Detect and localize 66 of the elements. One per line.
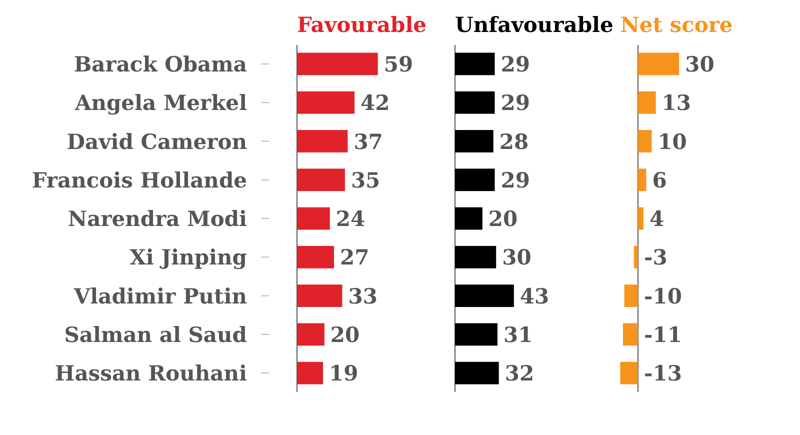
data-label: -13	[644, 360, 682, 386]
bar	[297, 207, 330, 230]
bar	[638, 168, 646, 192]
data-label: 35	[350, 167, 380, 192]
data-label: 33	[348, 283, 378, 308]
bar	[455, 246, 496, 268]
data-label: 37	[354, 128, 383, 154]
data-label: 42	[360, 90, 390, 116]
data-label: 29	[500, 167, 530, 192]
bar	[455, 362, 499, 384]
bar	[622, 323, 638, 346]
data-label: 4	[649, 206, 664, 232]
y-tick-label: Narendra Modi	[68, 206, 248, 232]
data-label: 29	[500, 90, 530, 116]
y-tick-label: Vladimir Putin	[72, 283, 247, 308]
bar	[455, 323, 498, 346]
data-label: 20	[488, 206, 518, 232]
data-label: 24	[336, 206, 366, 232]
data-label: 43	[520, 283, 550, 308]
data-label: 19	[329, 360, 358, 386]
bar	[638, 207, 644, 230]
data-label: 28	[499, 128, 529, 154]
bar	[624, 284, 638, 307]
data-label: 6	[652, 167, 667, 192]
bar	[455, 284, 514, 307]
bar	[638, 52, 680, 76]
data-label: 20	[330, 322, 360, 347]
data-label: -10	[644, 283, 682, 308]
data-label: 29	[500, 51, 530, 76]
bar	[455, 52, 495, 76]
y-tick-label: Hassan Rouhani	[54, 360, 248, 386]
bar	[297, 52, 378, 76]
bar	[620, 362, 638, 384]
data-label: 59	[384, 51, 414, 76]
y-tick-label: Barack Obama	[74, 51, 248, 76]
y-tick-label: Xi Jinping	[130, 244, 248, 270]
y-tick-label: Salman al Saud	[64, 322, 248, 347]
chart-title: Net score	[620, 12, 733, 37]
bar	[638, 130, 652, 152]
chart-title: Favourable	[297, 12, 427, 37]
data-label: 30	[685, 51, 714, 76]
bar	[297, 91, 355, 114]
bar	[297, 323, 324, 346]
chart-title: Unfavourable	[455, 12, 614, 37]
bar	[297, 246, 334, 268]
bar	[638, 91, 656, 114]
bar	[297, 362, 324, 384]
y-tick-label: Francois Hollande	[32, 167, 247, 192]
y-tick-label: Angela Merkel	[74, 90, 248, 116]
bar	[455, 207, 482, 230]
bar	[455, 130, 494, 152]
data-label: 13	[662, 90, 692, 116]
data-label: -11	[644, 322, 682, 347]
bar	[297, 284, 342, 307]
data-label: 27	[340, 244, 370, 270]
bar	[634, 246, 638, 268]
bar	[455, 168, 495, 192]
data-label: 10	[658, 128, 687, 154]
y-tick-label: David Cameron	[66, 128, 247, 154]
data-label: -3	[644, 244, 668, 270]
data-label: 32	[504, 360, 534, 386]
data-label: 31	[503, 322, 533, 347]
data-label: 30	[502, 244, 532, 270]
bar	[455, 91, 495, 114]
bar	[297, 168, 345, 192]
bar	[297, 130, 348, 152]
